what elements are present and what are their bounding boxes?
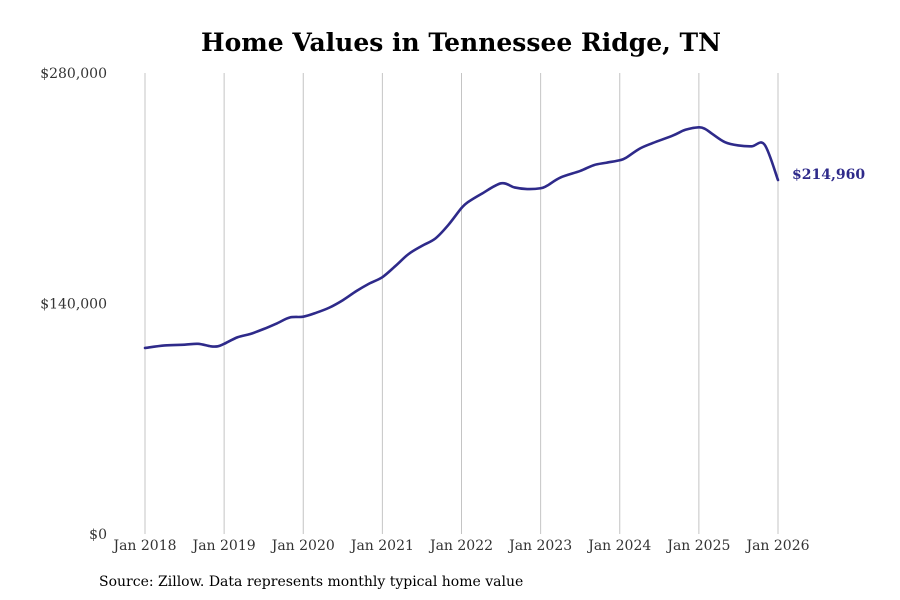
x-tick-label: Jan 2023 [507,538,572,554]
x-axis-ticks: Jan 2018 Jan 2019 Jan 2020 Jan 2021 Jan 2022… [111,538,809,554]
x-tick-label: Jan 2022 [428,538,493,554]
grid-lines [144,73,779,534]
x-tick-label: Jan 2024 [586,538,651,554]
x-tick-label: Jan 2018 [111,538,176,554]
x-tick-label: Jan 2020 [270,538,335,554]
y-tick-label: $140,000 [40,297,107,313]
x-tick-label: Jan 2021 [349,538,414,554]
y-tick-label: $280,000 [40,66,107,82]
y-tick-label: $0 [89,527,107,543]
y-axis-ticks: $0 $140,000 $280,000 [40,66,107,543]
x-tick-label: Jan 2026 [744,538,809,554]
x-tick-label: Jan 2019 [191,538,256,554]
source-note: Source: Zillow. Data represents monthly … [99,574,524,590]
chart-title: Home Values in Tennessee Ridge, TN [201,28,721,57]
end-value-label: $214,960 [792,167,865,183]
series-line-typical-home-value [143,126,780,350]
x-tick-label: Jan 2025 [665,538,730,554]
